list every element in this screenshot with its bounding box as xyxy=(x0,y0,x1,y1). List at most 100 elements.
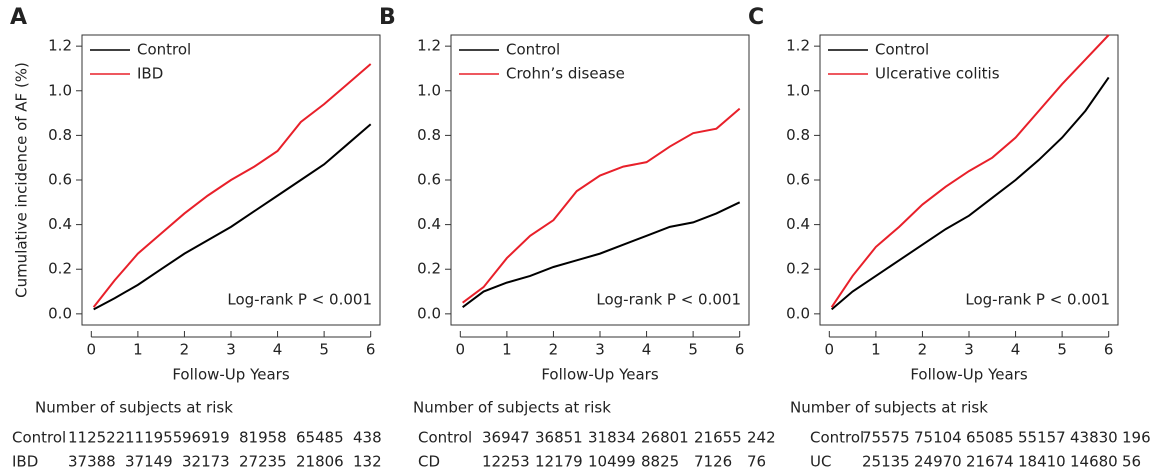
panel-letter: B xyxy=(379,5,396,30)
risk-value: 37149 xyxy=(125,453,173,471)
x-tick-label: 5 xyxy=(319,341,329,359)
y-tick-label: 0.6 xyxy=(48,171,72,189)
y-tick-label: 0.2 xyxy=(48,260,72,278)
series-line xyxy=(830,34,1110,308)
y-tick-label: 0.6 xyxy=(786,171,810,189)
risk-value: 7126 xyxy=(694,453,732,471)
risk-value: 132 xyxy=(353,453,382,471)
series-line xyxy=(462,201,741,308)
x-tick-label: 6 xyxy=(1104,341,1114,359)
x-tick-label: 5 xyxy=(1057,341,1067,359)
risk-value: 18410 xyxy=(1018,453,1066,471)
risk-value: 111955 xyxy=(125,429,182,447)
x-tick-label: 4 xyxy=(273,341,283,359)
x-tick-label: 0 xyxy=(825,341,835,359)
risk-row-label: Control xyxy=(810,429,864,447)
risk-value: 196 xyxy=(1122,429,1151,447)
x-tick-label: 2 xyxy=(180,341,190,359)
x-tick-label: 1 xyxy=(133,341,143,359)
series-line xyxy=(93,123,372,311)
y-tick-label: 0.8 xyxy=(786,126,810,144)
risk-value: 25135 xyxy=(862,453,910,471)
x-tick-label: 6 xyxy=(735,341,745,359)
legend-label: Control xyxy=(875,41,929,59)
risk-value: 21655 xyxy=(694,429,742,447)
risk-value: 26801 xyxy=(641,429,689,447)
risk-table-title: Number of subjects at risk xyxy=(35,399,233,417)
y-tick-label: 1.0 xyxy=(48,81,72,99)
y-tick-label: 1.0 xyxy=(786,81,810,99)
risk-value: 112522 xyxy=(68,429,125,447)
risk-value: 43830 xyxy=(1070,429,1118,447)
risk-value: 14680 xyxy=(1070,453,1118,471)
risk-value: 12179 xyxy=(535,453,583,471)
risk-table-title: Number of subjects at risk xyxy=(413,399,611,417)
risk-value: 36851 xyxy=(535,429,583,447)
risk-value: 55157 xyxy=(1018,429,1066,447)
risk-value: 81958 xyxy=(239,429,287,447)
risk-value: 438 xyxy=(353,429,382,447)
y-tick-label: 1.2 xyxy=(48,37,72,55)
x-tick-label: 1 xyxy=(871,341,881,359)
x-axis-label: Follow-Up Years xyxy=(910,366,1027,384)
y-tick-label: 0.0 xyxy=(48,304,72,322)
risk-row-label: UC xyxy=(810,453,831,471)
annotation: Log-rank P < 0.001 xyxy=(596,291,741,309)
risk-row-label: IBD xyxy=(12,453,38,471)
y-tick-label: 0.0 xyxy=(417,304,441,322)
series-line xyxy=(830,76,1110,311)
x-tick-label: 0 xyxy=(87,341,97,359)
x-tick-label: 4 xyxy=(642,341,652,359)
y-tick-label: 0.2 xyxy=(786,260,810,278)
x-tick-label: 6 xyxy=(366,341,376,359)
y-tick-label: 0.6 xyxy=(417,171,441,189)
x-tick-label: 1 xyxy=(502,341,512,359)
risk-row-label: CD xyxy=(418,453,440,471)
y-tick-label: 0.4 xyxy=(48,215,72,233)
risk-value: 27235 xyxy=(239,453,287,471)
risk-value: 36947 xyxy=(482,429,530,447)
risk-value: 12253 xyxy=(482,453,530,471)
risk-value: 56 xyxy=(1122,453,1141,471)
legend-label: Crohn’s disease xyxy=(506,65,625,83)
series-line xyxy=(462,107,741,304)
y-tick-label: 0.8 xyxy=(417,126,441,144)
y-tick-label: 0.0 xyxy=(786,304,810,322)
annotation: Log-rank P < 0.001 xyxy=(227,291,372,309)
x-tick-label: 3 xyxy=(964,341,974,359)
risk-value: 96919 xyxy=(182,429,230,447)
risk-value: 65085 xyxy=(966,429,1014,447)
y-tick-label: 0.4 xyxy=(417,215,441,233)
y-tick-label: 0.8 xyxy=(48,126,72,144)
x-axis-label: Follow-Up Years xyxy=(541,366,658,384)
risk-value: 8825 xyxy=(641,453,679,471)
x-tick-label: 2 xyxy=(918,341,928,359)
risk-value: 37388 xyxy=(68,453,116,471)
x-tick-label: 5 xyxy=(688,341,698,359)
x-tick-label: 3 xyxy=(226,341,236,359)
risk-value: 75575 xyxy=(862,429,910,447)
risk-value: 76 xyxy=(747,453,766,471)
risk-value: 21674 xyxy=(966,453,1014,471)
y-axis-label: Cumulative incidence of AF (%) xyxy=(13,62,31,298)
legend-label: Ulcerative colitis xyxy=(875,65,1000,83)
x-tick-label: 2 xyxy=(549,341,559,359)
panel-letter: A xyxy=(10,5,27,30)
risk-value: 75104 xyxy=(914,429,962,447)
y-tick-label: 0.2 xyxy=(417,260,441,278)
risk-row-label: Control xyxy=(12,429,66,447)
y-tick-label: 1.2 xyxy=(786,37,810,55)
risk-value: 32173 xyxy=(182,453,230,471)
x-tick-label: 4 xyxy=(1011,341,1021,359)
risk-value: 10499 xyxy=(588,453,636,471)
y-tick-label: 0.4 xyxy=(786,215,810,233)
legend-label: IBD xyxy=(137,65,163,83)
risk-value: 31834 xyxy=(588,429,636,447)
y-tick-label: 1.0 xyxy=(417,81,441,99)
legend-label: Control xyxy=(137,41,191,59)
risk-row-label: Control xyxy=(418,429,472,447)
x-tick-label: 0 xyxy=(456,341,466,359)
series-line xyxy=(92,63,372,308)
